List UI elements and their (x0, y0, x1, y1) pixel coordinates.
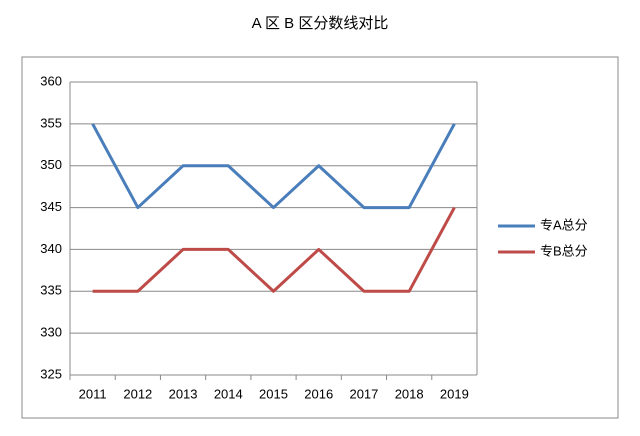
y-tick-label: 355 (40, 115, 62, 130)
y-tick-label: 345 (40, 199, 62, 214)
x-tick-label: 2016 (304, 386, 333, 401)
y-tick-label: 340 (40, 241, 62, 256)
x-tick-label: 2011 (79, 386, 107, 401)
x-tick-label: 2017 (349, 386, 378, 401)
x-tick-label: 2014 (214, 386, 243, 401)
x-tick-label: 2013 (169, 386, 198, 401)
legend-label: 专B总分 (540, 243, 588, 258)
x-tick-label: 2012 (123, 386, 152, 401)
chart-title: A 区 B 区分数线对比 (252, 15, 389, 32)
y-tick-label: 335 (40, 283, 62, 298)
y-tick-label: 360 (40, 73, 62, 88)
x-tick-label: 2018 (395, 386, 424, 401)
x-tick-label: 2015 (259, 386, 288, 401)
series-line (92, 206, 456, 293)
x-tick-label: 2019 (440, 386, 469, 401)
y-tick-label: 330 (40, 325, 62, 340)
series-line (91, 123, 456, 210)
legend-label: 专A总分 (540, 217, 588, 232)
y-tick-label: 350 (40, 157, 62, 172)
y-tick-label: 325 (40, 366, 62, 381)
chart-border (21, 56, 619, 419)
